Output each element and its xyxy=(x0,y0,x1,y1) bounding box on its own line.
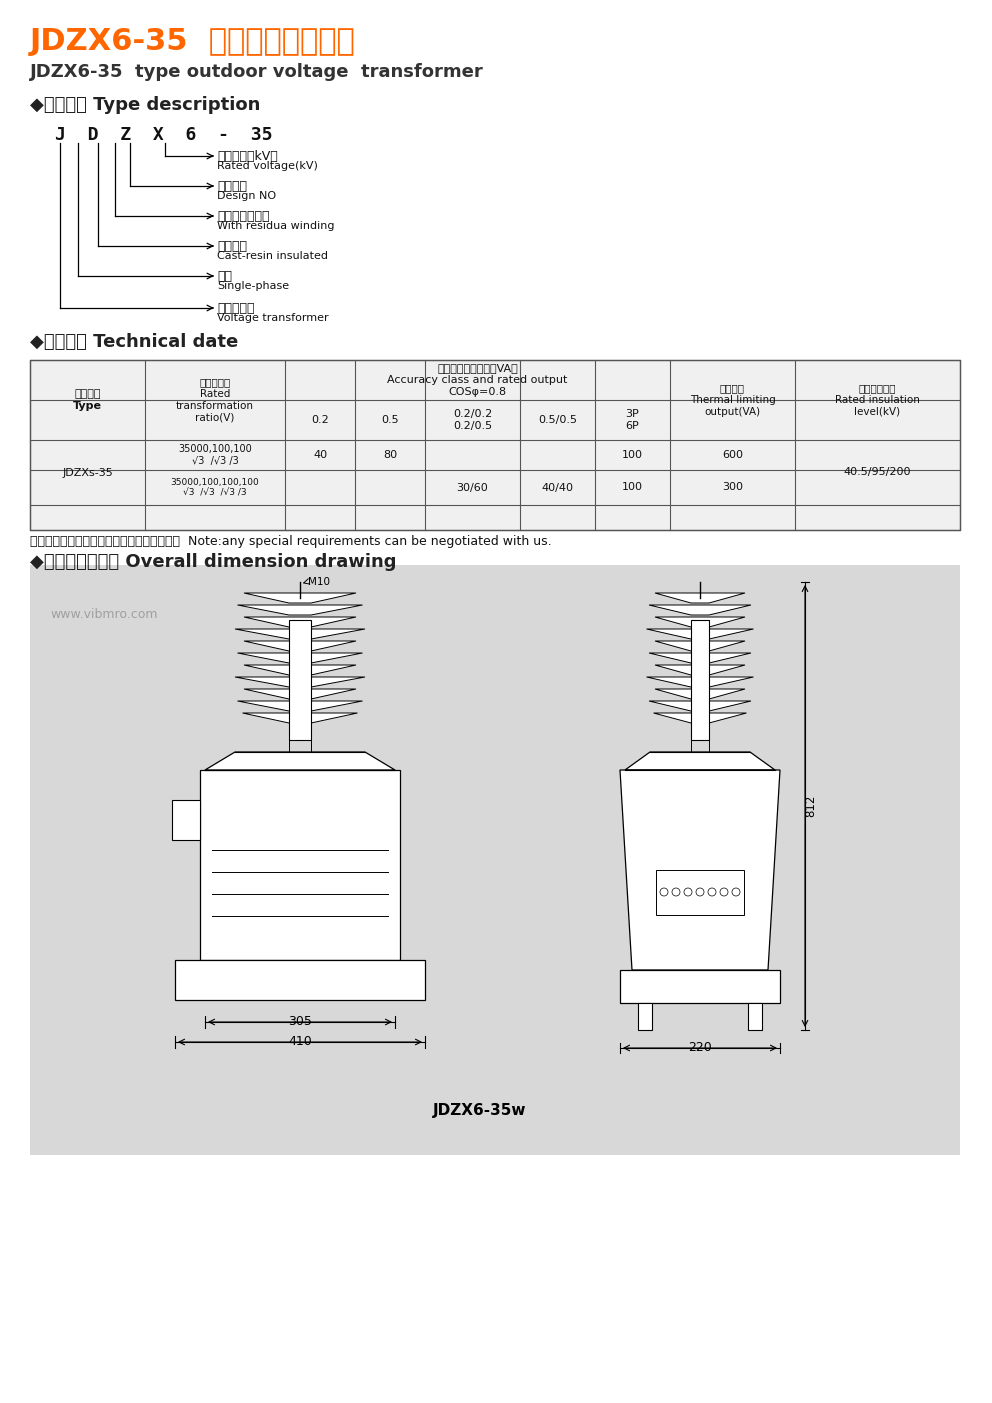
Circle shape xyxy=(720,888,728,897)
Text: 单相: 单相 xyxy=(217,269,232,283)
Circle shape xyxy=(684,888,692,897)
Text: 220: 220 xyxy=(688,1041,712,1054)
Text: www.vibmro.com: www.vibmro.com xyxy=(50,609,158,622)
Text: 100: 100 xyxy=(622,483,643,492)
Polygon shape xyxy=(244,641,356,651)
Text: 0.2/0.2
0.2/0.5: 0.2/0.2 0.2/0.5 xyxy=(453,410,492,431)
Text: 设计序号: 设计序号 xyxy=(217,180,247,194)
Text: 80: 80 xyxy=(383,450,397,460)
Polygon shape xyxy=(655,689,745,699)
Text: M10: M10 xyxy=(308,577,330,586)
Polygon shape xyxy=(655,665,745,675)
Polygon shape xyxy=(649,605,751,615)
Text: 注：用户如有特殊要求可与我公司协商确定。  Note:any special requirements can be negotiated with us.: 注：用户如有特殊要求可与我公司协商确定。 Note:any special re… xyxy=(30,536,552,549)
Circle shape xyxy=(672,888,680,897)
Polygon shape xyxy=(235,678,365,687)
Text: Design NO: Design NO xyxy=(217,191,276,201)
Text: 3P
6P: 3P 6P xyxy=(626,410,640,431)
Text: JDZX6-35  型户外电压互感器: JDZX6-35 型户外电压互感器 xyxy=(30,28,356,56)
Text: 0.2: 0.2 xyxy=(311,415,329,425)
Text: 电压互感器: 电压互感器 xyxy=(217,302,255,316)
FancyBboxPatch shape xyxy=(30,565,960,1155)
Polygon shape xyxy=(655,617,745,627)
Text: JDZX6-35  type outdoor voltage  transformer: JDZX6-35 type outdoor voltage transforme… xyxy=(30,63,484,81)
Text: ◆外形及安装尺寸 Overall dimension drawing: ◆外形及安装尺寸 Overall dimension drawing xyxy=(30,553,397,571)
Text: ◆技术参数 Technical date: ◆技术参数 Technical date xyxy=(30,333,238,351)
Text: 额定电压（kV）: 额定电压（kV） xyxy=(217,150,278,163)
Circle shape xyxy=(708,888,716,897)
Polygon shape xyxy=(235,629,365,638)
Polygon shape xyxy=(237,702,362,711)
Text: JDZXs-35: JDZXs-35 xyxy=(62,467,113,477)
Text: 305: 305 xyxy=(288,1014,311,1028)
Text: 40: 40 xyxy=(312,450,327,460)
FancyBboxPatch shape xyxy=(200,770,400,960)
Polygon shape xyxy=(244,665,356,675)
Text: 600: 600 xyxy=(722,450,743,460)
Text: 产品型号
Type: 产品型号 Type xyxy=(73,389,102,411)
Text: 40.5/95/200: 40.5/95/200 xyxy=(844,467,912,477)
Polygon shape xyxy=(649,702,751,711)
FancyBboxPatch shape xyxy=(172,800,200,840)
Text: Voltage transformer: Voltage transformer xyxy=(217,313,328,323)
Polygon shape xyxy=(244,617,356,627)
FancyBboxPatch shape xyxy=(656,870,744,915)
Circle shape xyxy=(660,888,668,897)
Circle shape xyxy=(732,888,740,897)
Polygon shape xyxy=(655,641,745,651)
Text: 35000,100,100,100
√3  /√3  /√3 /3: 35000,100,100,100 √3 /√3 /√3 /3 xyxy=(171,478,259,497)
Polygon shape xyxy=(647,678,754,687)
Text: ◆型号含义 Type description: ◆型号含义 Type description xyxy=(30,95,260,114)
Text: 极限输出
Thermal limiting
output(VA): 极限输出 Thermal limiting output(VA) xyxy=(689,383,776,417)
Polygon shape xyxy=(655,593,745,603)
Text: Single-phase: Single-phase xyxy=(217,281,289,290)
Polygon shape xyxy=(620,770,780,969)
Text: 410: 410 xyxy=(288,1035,311,1048)
Text: 30/60: 30/60 xyxy=(456,483,488,492)
Polygon shape xyxy=(649,652,751,664)
Polygon shape xyxy=(625,752,775,770)
Text: 40/40: 40/40 xyxy=(542,483,573,492)
Text: 准确级及额定输出（VA）
Accuracy class and rated output
COSφ=0.8: 准确级及额定输出（VA） Accuracy class and rated ou… xyxy=(387,363,567,397)
Text: 300: 300 xyxy=(722,483,743,492)
Text: 35000,100,100
√3  /√3 /3: 35000,100,100 √3 /√3 /3 xyxy=(179,445,252,466)
Polygon shape xyxy=(242,713,357,723)
FancyBboxPatch shape xyxy=(175,960,425,1000)
Polygon shape xyxy=(244,689,356,699)
Text: 额定电压比
Rated
transformation
ratio(V): 额定电压比 Rated transformation ratio(V) xyxy=(176,377,254,422)
FancyBboxPatch shape xyxy=(638,1003,652,1030)
Circle shape xyxy=(696,888,704,897)
Text: 812: 812 xyxy=(805,796,817,817)
Polygon shape xyxy=(244,593,356,603)
Polygon shape xyxy=(647,629,754,638)
FancyBboxPatch shape xyxy=(620,969,780,1003)
Text: With residua winding: With residua winding xyxy=(217,222,334,231)
Text: J  D  Z  X  6  -  35: J D Z X 6 - 35 xyxy=(55,126,273,145)
FancyBboxPatch shape xyxy=(289,620,311,739)
Text: 浇注绝缘: 浇注绝缘 xyxy=(217,240,247,253)
Text: 0.5: 0.5 xyxy=(381,415,399,425)
Polygon shape xyxy=(237,652,362,664)
Polygon shape xyxy=(237,605,362,615)
FancyBboxPatch shape xyxy=(30,361,960,530)
Text: Cast-resin insulated: Cast-resin insulated xyxy=(217,251,328,261)
FancyBboxPatch shape xyxy=(691,620,709,739)
Text: 100: 100 xyxy=(622,450,643,460)
Text: 带剩余电压绕组: 带剩余电压绕组 xyxy=(217,210,270,223)
Polygon shape xyxy=(654,713,747,723)
Polygon shape xyxy=(205,752,395,770)
Text: JDZX6-35w: JDZX6-35w xyxy=(434,1103,527,1118)
FancyBboxPatch shape xyxy=(748,1003,762,1030)
Text: 0.5/0.5: 0.5/0.5 xyxy=(538,415,577,425)
Text: Rated voltage(kV): Rated voltage(kV) xyxy=(217,161,317,171)
Text: 额定绝缘水平
Rated insulation
level(kV): 额定绝缘水平 Rated insulation level(kV) xyxy=(835,383,920,417)
